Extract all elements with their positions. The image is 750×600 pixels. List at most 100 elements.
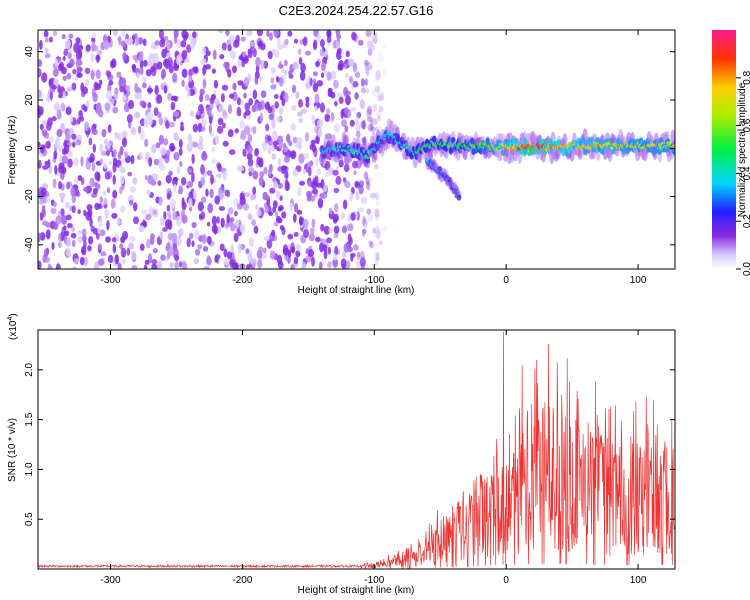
noise-blob: [366, 108, 372, 119]
noise-blob: [304, 132, 310, 142]
noise-blob: [293, 232, 299, 237]
noise-blob: [267, 146, 272, 155]
noise-blob: [51, 116, 57, 122]
noise-blob: [240, 36, 246, 42]
noise-blob: [295, 243, 300, 250]
noise-blob: [77, 49, 83, 59]
noise-blob: [197, 244, 203, 250]
noise-blob: [330, 111, 335, 121]
noise-blob: [242, 203, 250, 211]
noise-blob: [186, 237, 191, 248]
signal-halo: [330, 134, 336, 148]
noise-blob: [310, 227, 315, 235]
noise-blob: [353, 170, 357, 176]
noise-blob: [333, 187, 340, 194]
noise-blob: [96, 172, 101, 182]
noise-blob: [291, 105, 297, 111]
noise-blob: [87, 208, 93, 218]
noise-blob: [343, 243, 350, 253]
noise-blob: [206, 221, 211, 227]
noise-blob: [355, 130, 361, 138]
noise-blob: [61, 66, 67, 75]
noise-blob: [188, 232, 194, 240]
noise-blob: [71, 239, 76, 248]
noise-blob: [371, 130, 376, 140]
noise-blob: [174, 254, 180, 262]
noise-blob: [289, 202, 293, 212]
noise-blob: [350, 212, 356, 221]
noise-blob: [252, 89, 258, 100]
noise-blob: [292, 61, 299, 70]
noise-blob: [121, 131, 128, 137]
noise-blob: [324, 113, 331, 122]
noise-blob: [217, 125, 224, 134]
noise-blob: [167, 219, 173, 231]
noise-blob: [266, 199, 271, 207]
noise-blob: [361, 229, 366, 237]
noise-blob: [58, 181, 63, 190]
noise-blob: [169, 246, 174, 257]
noise-blob: [357, 207, 364, 213]
noise-blob: [121, 258, 126, 265]
noise-blob: [167, 210, 172, 219]
noise-blob: [234, 128, 239, 134]
noise-blob: [103, 39, 110, 50]
noise-blob: [93, 81, 99, 91]
noise-blob: [73, 42, 80, 53]
noise-blob: [214, 135, 220, 145]
colorbar-tick-label: 0.4: [742, 166, 750, 180]
noise-blob: [77, 175, 83, 182]
noise-blob: [100, 150, 107, 156]
noise-blob: [65, 39, 71, 50]
noise-blob: [178, 228, 184, 237]
noise-blob: [65, 248, 71, 257]
noise-blob: [160, 217, 165, 226]
noise-blob: [199, 88, 205, 96]
noise-blob: [42, 165, 49, 170]
noise-blob: [192, 123, 199, 133]
noise-blob: [70, 114, 74, 123]
noise-blob: [192, 141, 198, 148]
noise-blob: [297, 111, 302, 117]
noise-blob: [54, 102, 60, 112]
noise-blob: [47, 159, 51, 168]
noise-blob: [352, 160, 358, 169]
noise-blob: [372, 227, 377, 234]
noise-blob: [224, 189, 229, 197]
noise-blob: [134, 82, 138, 93]
noise-blob: [110, 60, 115, 69]
noise-blob: [133, 216, 139, 225]
noise-blob: [168, 65, 174, 74]
noise-blob: [61, 155, 68, 165]
noise-blob: [315, 61, 320, 67]
noise-blob: [239, 120, 246, 129]
noise-blob: [85, 79, 90, 86]
noise-blob: [230, 244, 234, 253]
noise-blob: [252, 170, 259, 180]
noise-blob: [201, 46, 206, 55]
noise-blob: [91, 41, 96, 52]
noise-blob: [316, 80, 323, 87]
noise-blob: [67, 86, 73, 92]
noise-blob: [58, 165, 65, 174]
noise-blob: [118, 79, 124, 88]
noise-blob: [133, 202, 138, 212]
signal-halo: [344, 134, 349, 145]
noise-blob: [293, 213, 297, 223]
noise-blob: [264, 101, 271, 111]
noise-blob: [366, 67, 370, 77]
noise-blob: [227, 207, 234, 215]
noise-blob: [119, 85, 125, 93]
spectrogram-frame: [37, 29, 676, 270]
noise-blob: [90, 225, 96, 233]
noise-blob: [216, 173, 222, 179]
noise-blob: [350, 106, 357, 112]
noise-blob: [293, 256, 299, 265]
noise-blob: [292, 169, 299, 177]
noise-blob: [370, 193, 375, 201]
noise-blob: [240, 133, 247, 140]
noise-blob: [328, 227, 333, 233]
noise-blob: [81, 228, 87, 237]
noise-blob: [311, 144, 317, 153]
noise-blob: [208, 124, 212, 134]
